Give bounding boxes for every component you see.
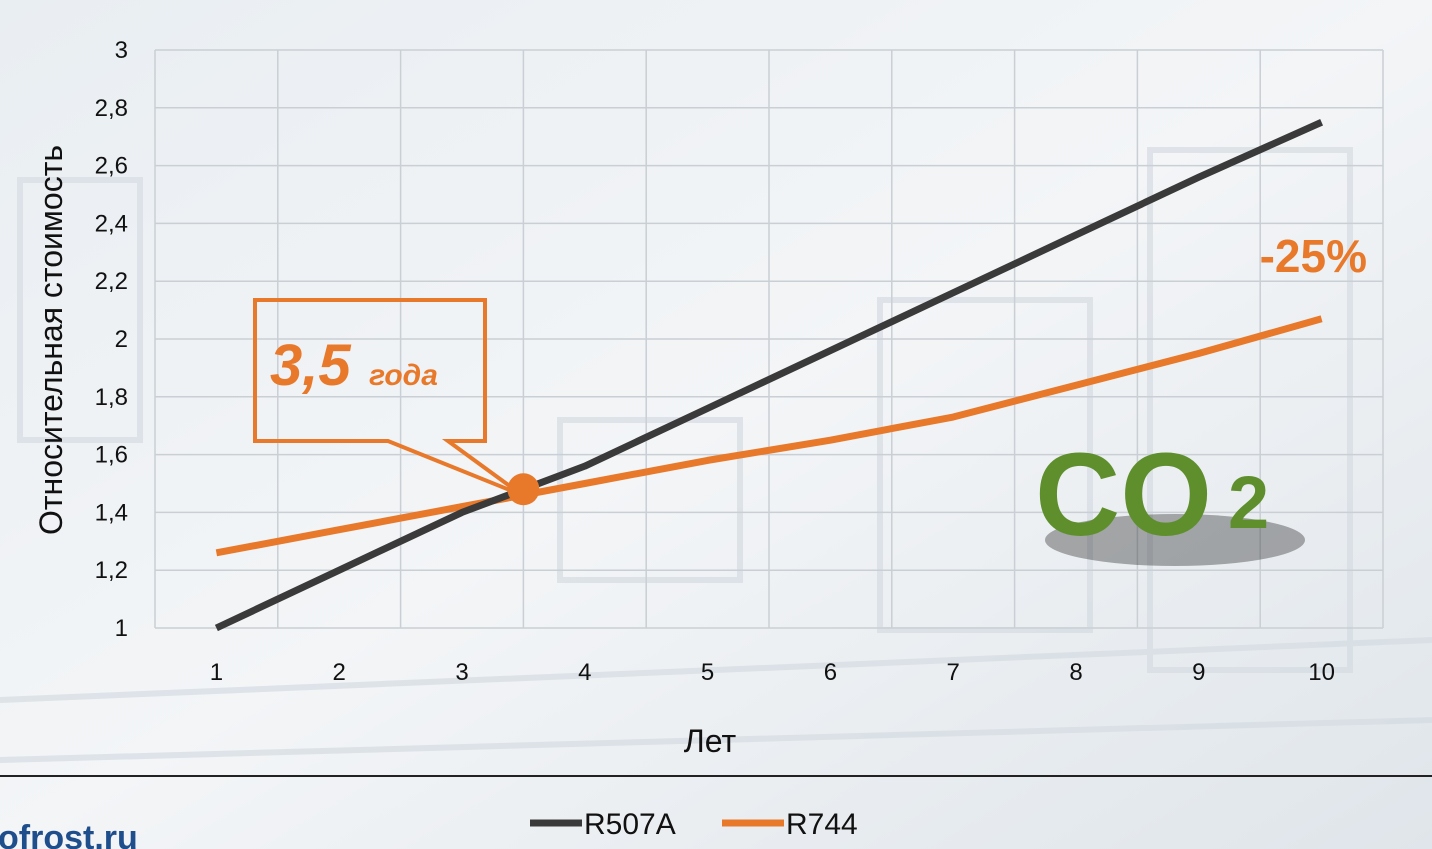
x-axis-title: Лет [684, 723, 737, 759]
y-tick-label: 2,4 [95, 210, 128, 237]
x-tick-label: 3 [455, 659, 468, 686]
x-tick-label: 2 [333, 659, 346, 686]
y-tick-label: 2,8 [95, 95, 128, 122]
x-tick-label: 5 [701, 659, 714, 686]
x-tick-label: 1 [210, 659, 223, 686]
x-tick-label: 10 [1308, 659, 1335, 686]
x-tick-label: 9 [1192, 659, 1205, 686]
series-lines [214, 119, 1324, 632]
series-line-r507a [214, 119, 1324, 632]
legend-label: R507A [584, 808, 676, 841]
site-url: ofrost.ru [0, 819, 138, 849]
x-tick-label: 6 [824, 659, 837, 686]
x-axis: 1 2 3 4 5 6 7 8 9 10 [210, 659, 1335, 686]
series-line-r744 [215, 315, 1323, 557]
x-tick-label: 7 [947, 659, 960, 686]
legend-item-r507a: R507A [530, 808, 676, 841]
y-tick-label: 1,2 [95, 557, 128, 584]
callout-box [253, 298, 524, 497]
legend-item-r744: R744 [722, 808, 858, 841]
y-tick-label: 2,6 [95, 153, 128, 180]
svg-text:3,5 года: 3,5 года [270, 333, 438, 398]
co2-badge-main: CO [1035, 429, 1212, 561]
legend-label: R744 [786, 808, 858, 841]
y-axis-title: Относительная стоимость [33, 145, 69, 535]
breakeven-point [507, 473, 540, 506]
co2-badge-sub: 2 [1228, 461, 1269, 544]
y-axis: 1 1,2 1,4 1,6 1,8 2 2,2 2,4 2,6 2,8 3 [95, 37, 128, 642]
x-tick-label: 8 [1069, 659, 1082, 686]
y-tick-label: 2 [115, 326, 128, 353]
y-tick-label: 1,6 [95, 442, 128, 469]
breakeven-callout: 3,5 года [253, 298, 524, 497]
breakeven-years-unit: года [369, 359, 438, 392]
chart-legend: R507A R744 [530, 808, 858, 841]
y-tick-label: 3 [115, 37, 128, 64]
y-tick-label: 1,4 [95, 499, 128, 526]
y-tick-label: 1,8 [95, 384, 128, 411]
co2-badge: CO 2 [1035, 429, 1305, 566]
y-tick-label: 1 [115, 615, 128, 642]
x-tick-label: 4 [578, 659, 591, 686]
savings-label: -25% [1260, 230, 1367, 282]
co2-grass-icon: CO 2 [1035, 429, 1305, 566]
breakeven-years-value: 3,5 [270, 333, 351, 398]
y-tick-label: 2,2 [95, 268, 128, 295]
